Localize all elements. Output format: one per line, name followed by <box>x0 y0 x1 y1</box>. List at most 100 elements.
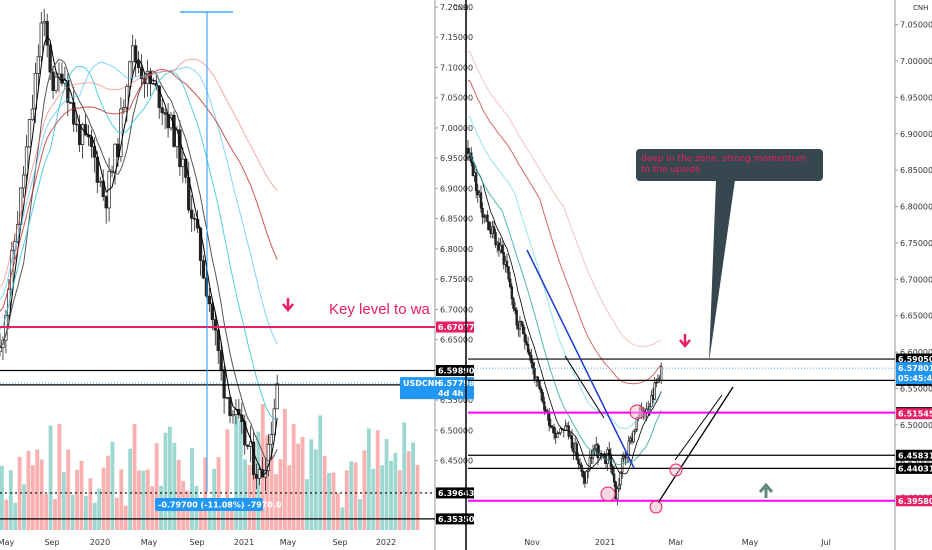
candle <box>606 449 609 464</box>
volume-bar <box>256 431 261 530</box>
x-tick-label: Sep <box>189 538 204 547</box>
candle <box>578 463 582 466</box>
x-tick-label: Mar <box>668 538 684 547</box>
volume-bar <box>349 461 354 530</box>
candle <box>246 444 250 447</box>
down-arrow-icon <box>282 298 294 312</box>
price-tag-label: 6.39643 <box>438 489 474 498</box>
candle <box>479 192 483 209</box>
volume-bar <box>238 420 243 530</box>
measure-tool[interactable]: -0.79700 (-11.08%) -7970.0 <box>155 11 282 511</box>
candle <box>596 444 600 459</box>
y-tick-label: 6.85000 <box>440 215 473 224</box>
candle <box>136 61 141 68</box>
x-tick-label: May <box>280 538 297 547</box>
volume-bar <box>305 479 309 530</box>
y-tick-label: 6.45000 <box>440 457 473 466</box>
candle <box>254 474 259 479</box>
retest-marker <box>629 404 645 420</box>
candle <box>564 425 567 431</box>
candle <box>122 107 126 110</box>
candle <box>528 351 531 356</box>
price-tag <box>436 364 474 376</box>
candle <box>518 320 522 330</box>
y-tick-label: 6.65000 <box>440 336 473 345</box>
volume-bar <box>66 449 71 530</box>
price-tag-label: 6.51545 <box>898 410 932 419</box>
candle <box>483 216 486 218</box>
moving-average-line <box>467 116 662 430</box>
y-tick-label: 6.90000 <box>900 130 932 139</box>
volume-bar <box>300 436 305 530</box>
candle <box>570 435 574 449</box>
candle <box>627 440 630 455</box>
candle <box>507 266 510 280</box>
support-trendline[interactable] <box>674 394 723 461</box>
volume-bar <box>145 469 150 530</box>
candle <box>538 380 541 389</box>
candle <box>190 209 194 219</box>
current-price-symbol: USDCNH <box>403 379 441 388</box>
candle <box>92 146 97 158</box>
measure-label: -0.79700 (-11.08%) -7970.0 <box>158 501 282 510</box>
price-tag <box>436 487 474 499</box>
candle <box>492 226 496 233</box>
volume-bar <box>70 494 75 530</box>
candle <box>543 401 546 411</box>
volume-bar <box>375 430 380 530</box>
price-tag <box>896 462 932 474</box>
y-tick-label: 6.55000 <box>440 396 473 405</box>
volume-bar <box>53 499 57 530</box>
moving-average-line <box>467 50 662 347</box>
axis-symbol-label: CNH <box>913 4 928 12</box>
y-tick-label: 6.80000 <box>440 245 473 254</box>
volume-bar <box>366 428 371 530</box>
volume-bar <box>119 469 124 530</box>
volume-bar <box>406 451 411 530</box>
volume-bar <box>39 459 44 530</box>
candle <box>557 432 561 435</box>
volume-bar <box>265 435 270 530</box>
candle <box>222 369 226 399</box>
candle <box>160 107 164 113</box>
candle <box>612 473 616 483</box>
volume-bar <box>411 442 415 530</box>
candle <box>577 459 580 465</box>
candle <box>536 376 540 382</box>
volume-bar <box>353 462 358 530</box>
rising-trendline[interactable] <box>657 386 734 504</box>
candle <box>616 488 619 500</box>
blue-trendline[interactable] <box>526 249 635 469</box>
candle <box>257 469 262 479</box>
candle <box>588 457 591 471</box>
volume-bar <box>22 484 26 530</box>
volume-bar <box>282 408 287 530</box>
candle <box>139 67 144 80</box>
y-tick-label: 7.20000 <box>440 3 473 12</box>
current-price-tag[interactable] <box>400 377 474 400</box>
candle <box>617 484 621 489</box>
price-tag <box>896 449 932 461</box>
volume-bar <box>358 499 362 530</box>
candle <box>269 434 273 445</box>
volume-bar <box>415 464 420 530</box>
candle <box>228 397 232 417</box>
current-price-tag[interactable] <box>896 362 932 385</box>
price-tag <box>436 513 474 525</box>
candle <box>51 71 55 91</box>
four-hour-chart[interactable]: 7.05000 7.00000 6.95000 6.90000 6.85000 6.800… <box>466 0 932 550</box>
y-tick-label: 7.00000 <box>900 57 932 66</box>
candle <box>60 73 64 84</box>
y-tick-label: 6.65000 <box>900 312 932 321</box>
black-trendline-down[interactable] <box>564 355 605 419</box>
moving-average-line <box>0 61 278 345</box>
candle <box>272 408 276 436</box>
weekly-chart[interactable]: 7.20000 7.15000 7.10000 7.05000 7.00000 6.950… <box>0 0 475 550</box>
down-arrow-icon <box>679 334 691 348</box>
y-tick-label: 7.00000 <box>440 124 473 133</box>
key-level-annotation: Key level to wa <box>329 301 431 318</box>
candle <box>219 350 223 370</box>
candle <box>231 414 235 417</box>
candle <box>24 146 29 176</box>
